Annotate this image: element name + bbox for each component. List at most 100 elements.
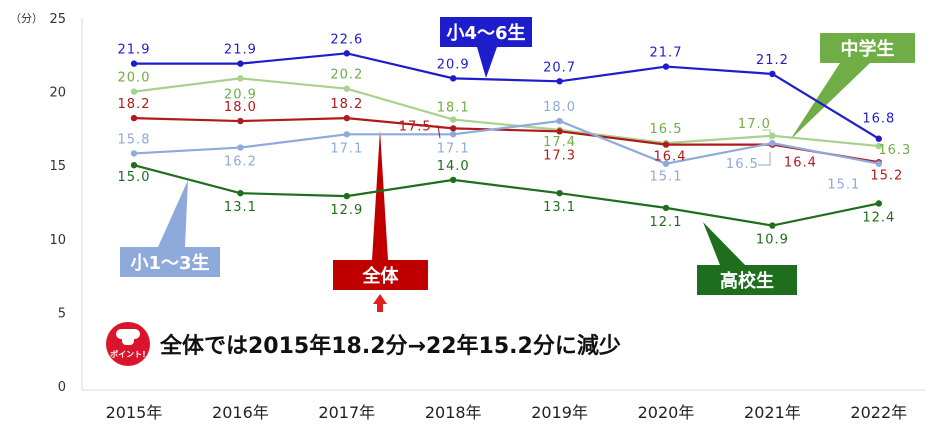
series-line — [133, 77, 879, 148]
data-label: 17.1 — [437, 141, 470, 156]
data-point — [237, 144, 244, 151]
data-label: 18.0 — [224, 100, 257, 115]
data-label: 17.4 — [543, 135, 576, 150]
series-line — [133, 164, 880, 227]
data-label: 16.3 — [878, 143, 911, 158]
data-label: 16.2 — [224, 155, 257, 170]
data-point — [130, 114, 138, 122]
data-label: 17.3 — [543, 148, 576, 163]
data-point — [875, 142, 882, 150]
y-tick-label: 25 — [49, 12, 66, 27]
data-label: 18.0 — [543, 100, 576, 115]
data-label: 15.1 — [827, 178, 860, 193]
callout-s13: 小1〜3生 — [120, 247, 220, 277]
y-tick-label: 0 — [58, 380, 66, 395]
data-point — [237, 117, 244, 125]
data-point — [450, 131, 457, 138]
data-label: 20.7 — [543, 60, 576, 75]
data-point — [130, 162, 138, 169]
callout-jhs-pointer — [790, 63, 870, 140]
callout-jhs: 中学生 — [820, 33, 915, 63]
data-point — [769, 139, 776, 147]
data-point — [769, 132, 776, 139]
data-point — [556, 128, 563, 135]
data-label: 13.1 — [543, 200, 576, 215]
series-line — [133, 119, 880, 165]
data-point — [556, 117, 563, 125]
point-hand-icon: ポイント! — [106, 322, 150, 366]
data-label: 21.2 — [756, 53, 789, 68]
data-label: 21.7 — [650, 46, 683, 61]
data-point — [130, 60, 138, 67]
x-tick-label: 2021年 — [744, 403, 801, 422]
callout-hs-pointer — [703, 222, 745, 265]
callout-s46: 小4〜6生 — [440, 17, 532, 47]
data-point — [130, 88, 138, 95]
data-point — [556, 189, 563, 197]
point-note-text: 全体では2015年18.2分→22年15.2分に減少 — [160, 334, 621, 359]
data-label: 21.9 — [118, 43, 151, 58]
data-point — [875, 135, 882, 142]
data-point — [343, 114, 350, 122]
data-label: 16.4 — [654, 150, 687, 165]
data-label: 16.5 — [726, 157, 759, 172]
data-label: 13.1 — [224, 200, 257, 215]
data-point — [237, 75, 244, 82]
data-point — [130, 150, 138, 157]
data-point — [343, 131, 350, 138]
data-point — [343, 85, 350, 92]
data-label: 16.5 — [650, 122, 683, 137]
series-line — [133, 116, 879, 164]
leader-line — [758, 152, 771, 166]
y-tick-label: 5 — [58, 306, 66, 321]
data-point — [662, 204, 670, 212]
data-label: 16.8 — [862, 112, 895, 127]
data-label: 22.6 — [330, 32, 363, 47]
data-point — [237, 60, 244, 67]
data-label: 17.1 — [330, 141, 363, 156]
data-point — [875, 200, 882, 207]
data-point — [450, 116, 457, 123]
x-tick-label: 2018年 — [425, 403, 482, 422]
data-label: 18.1 — [437, 101, 470, 116]
data-point — [875, 160, 882, 167]
data-label: 15.8 — [118, 132, 151, 147]
data-point — [343, 192, 350, 200]
data-label: 20.9 — [224, 87, 257, 102]
point-icon-label: ポイント! — [110, 350, 146, 359]
data-label: 16.4 — [784, 156, 817, 171]
callout-all: 全体 — [333, 260, 428, 290]
data-label: 20.2 — [330, 68, 363, 83]
x-tick-label: 2017年 — [318, 403, 375, 422]
data-label: 12.1 — [650, 215, 683, 230]
y-tick-label: 10 — [49, 233, 66, 248]
data-label: 21.9 — [224, 43, 257, 58]
data-point — [343, 50, 350, 57]
y-tick-label: 20 — [49, 86, 66, 101]
x-tick-label: 2020年 — [638, 403, 695, 422]
callout-hs: 高校生 — [697, 265, 797, 295]
data-point — [450, 176, 457, 184]
y-tick-label: 15 — [49, 159, 66, 174]
data-label: 20.0 — [118, 71, 151, 86]
data-label: 12.9 — [330, 203, 363, 218]
data-point — [450, 125, 457, 132]
x-tick-label: 2016年 — [212, 403, 269, 422]
data-label: 17.0 — [738, 117, 771, 132]
data-label: 15.1 — [650, 170, 683, 185]
data-label: 18.2 — [330, 97, 363, 112]
data-point — [237, 189, 244, 197]
x-tick-label: 2015年 — [106, 403, 163, 422]
data-label: 15.0 — [118, 170, 151, 185]
point-note: ポイント! 全体では2015年18.2分→22年15.2分に減少 — [106, 322, 621, 366]
data-label: 17.5 — [399, 119, 432, 134]
up-arrow-icon — [373, 294, 387, 312]
data-label: 15.2 — [870, 168, 903, 183]
y-axis-unit-label: （分） — [10, 12, 43, 25]
data-point — [769, 222, 776, 229]
data-point — [556, 78, 563, 85]
callout-s46-pointer — [477, 47, 497, 78]
callout-s13-pointer — [158, 180, 188, 247]
data-point — [662, 160, 670, 167]
